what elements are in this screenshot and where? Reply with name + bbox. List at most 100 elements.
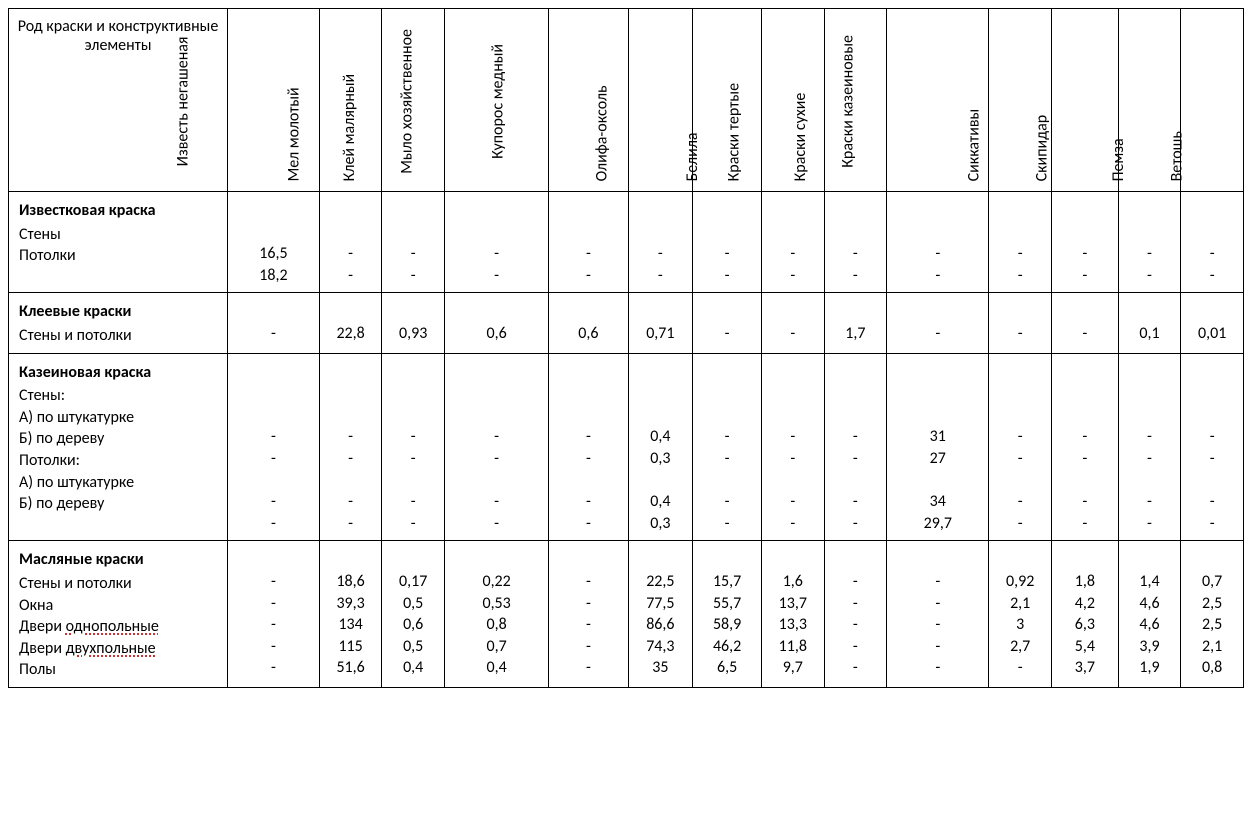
value: -: [764, 426, 822, 448]
value: 5,4: [1054, 636, 1116, 658]
value: 6,5: [695, 657, 759, 679]
value: 51,6: [322, 657, 380, 679]
value-cell: .22,8: [319, 293, 382, 353]
value: 4,6: [1121, 593, 1179, 615]
value: 0,7: [1183, 571, 1241, 593]
value: -: [1121, 265, 1179, 287]
value: -: [447, 448, 546, 470]
item-label: Потолки: [19, 245, 221, 267]
value: 0,1: [1121, 323, 1179, 345]
value: 86,6: [631, 614, 691, 636]
value: -: [991, 426, 1049, 448]
value-cell: .0,220,530,80,70,4: [444, 541, 548, 688]
value: 0,6: [384, 614, 442, 636]
value: 9,7: [764, 657, 822, 679]
value: 0,7: [447, 636, 546, 658]
value: 0,6: [447, 323, 546, 345]
value: -: [991, 657, 1049, 679]
value: -: [827, 593, 885, 615]
value: 0,01: [1183, 323, 1241, 345]
value-cell: ..--: [444, 192, 548, 293]
value: -: [764, 243, 822, 265]
value-cell: .0,6: [444, 293, 548, 353]
value: 0,4: [631, 491, 691, 513]
value-cell: .-----: [549, 541, 628, 688]
value-cell: .0,1: [1118, 293, 1181, 353]
col-header-kuporos: Купорос медный: [549, 9, 628, 192]
value: -: [889, 323, 986, 345]
value: -: [551, 636, 625, 658]
value-cell: ...0,40,3.0,40,3: [628, 353, 693, 541]
value-cell: .0,93: [382, 293, 445, 353]
value-cell: .22,577,586,674,335: [628, 541, 693, 688]
value: 1,4: [1121, 571, 1179, 593]
value: -: [827, 636, 885, 658]
value-cell: .0,71: [628, 293, 693, 353]
value-cell: ...--.--: [989, 353, 1052, 541]
value-cell: .-: [887, 293, 989, 353]
value: 77,5: [631, 593, 691, 615]
value: 0,8: [447, 614, 546, 636]
value: -: [1183, 448, 1241, 470]
value: -: [1054, 323, 1116, 345]
value: -: [447, 426, 546, 448]
value: -: [889, 636, 986, 658]
value: 0,4: [631, 426, 691, 448]
item-label: Стены: [19, 224, 221, 246]
item-label: Стены и потолки: [19, 573, 221, 595]
value-cell: .15,755,758,946,26,5: [693, 541, 762, 688]
value: -: [1183, 265, 1241, 287]
item-label: Потолки:: [19, 450, 221, 472]
value: -: [827, 448, 885, 470]
value: 22,5: [631, 571, 691, 593]
value: 18,2: [230, 265, 317, 287]
section-title: Масляные краски: [19, 549, 221, 571]
value: -: [384, 513, 442, 535]
value: -: [889, 571, 986, 593]
value-cell: .-: [228, 293, 320, 353]
item-label: Стены:: [19, 385, 221, 407]
value: -: [827, 657, 885, 679]
value: 18,6: [322, 571, 380, 593]
section-title: Известковая краска: [19, 200, 221, 222]
value-cell: ...--.--: [1181, 353, 1244, 541]
section-cell: Известковая краскаСтеныПотолки: [9, 192, 228, 293]
value: -: [1054, 426, 1116, 448]
table-row: Масляные краскиСтены и потолкиОкнаДвери …: [9, 541, 1244, 688]
item-label: Б) по дереву: [19, 428, 221, 450]
value: -: [1183, 513, 1241, 535]
value-cell: ..--: [628, 192, 693, 293]
value-cell: ...--.--: [444, 353, 548, 541]
value: -: [1183, 491, 1241, 513]
value: -: [991, 491, 1049, 513]
value-cell: ..--: [762, 192, 825, 293]
value-cell: .-: [989, 293, 1052, 353]
col-header-name: Род краски и конструктивные элементы: [9, 9, 228, 192]
value: -: [230, 491, 317, 513]
value: -: [384, 448, 442, 470]
value-cell: .-: [762, 293, 825, 353]
value-cell: ..16,518,2: [228, 192, 320, 293]
value-cell: .0,922,132,7-: [989, 541, 1052, 688]
value-cell: ...--.--: [762, 353, 825, 541]
value: -: [827, 265, 885, 287]
value: -: [322, 491, 380, 513]
value: 0,22: [447, 571, 546, 593]
value: -: [230, 448, 317, 470]
value: -: [447, 491, 546, 513]
value: 11,8: [764, 636, 822, 658]
value-cell: .-----: [228, 541, 320, 688]
value: -: [1054, 243, 1116, 265]
value: 55,7: [695, 593, 759, 615]
value: -: [384, 265, 442, 287]
item-label: Окна: [19, 595, 221, 617]
value: -: [695, 265, 759, 287]
value-cell: ...--.--: [228, 353, 320, 541]
col-header-vetosh: Ветошь: [1181, 9, 1244, 192]
value-cell: ..--: [1181, 192, 1244, 293]
value-cell: ..--: [989, 192, 1052, 293]
value-cell: .0,01: [1181, 293, 1244, 353]
value: 0,93: [384, 323, 442, 345]
value: -: [695, 323, 759, 345]
value: -: [991, 243, 1049, 265]
